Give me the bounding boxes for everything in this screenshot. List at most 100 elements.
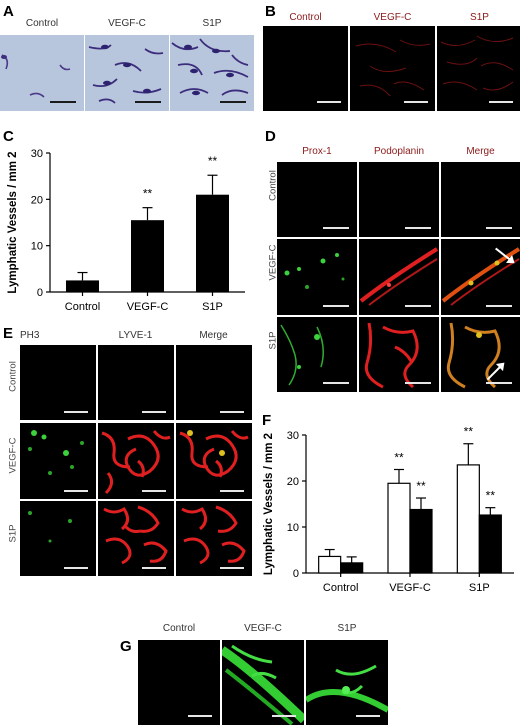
panel-b-signal-vegfc bbox=[355, 39, 431, 97]
significance-label: ** bbox=[464, 425, 474, 439]
panel-e-image-control-merge bbox=[176, 345, 252, 420]
scale-bar bbox=[142, 411, 166, 413]
y-tick-label: 0 bbox=[293, 568, 299, 580]
panel-d-signal-vegfc-podoplanin bbox=[359, 247, 439, 306]
bar bbox=[318, 555, 342, 574]
panel-g-col-vegfc: VEGF-C bbox=[244, 623, 282, 634]
significance-label: ** bbox=[143, 187, 153, 201]
panel-e-signal-vegfc-lyve1 bbox=[101, 430, 171, 495]
panel-d-col-prox1: Prox-1 bbox=[302, 146, 332, 157]
panel-d-signal-vegfc-merge bbox=[441, 247, 520, 306]
panel-a-col-control: Control bbox=[25, 18, 59, 29]
panel-d-image-vegfc-podoplanin bbox=[359, 239, 439, 315]
y-tick-label: 0 bbox=[37, 287, 43, 299]
panel-d-signal-s1p-merge bbox=[446, 322, 501, 389]
panel-g-signal-vegfc bbox=[222, 644, 304, 725]
panel-d-image-vegfc-merge bbox=[441, 239, 520, 315]
panel-e-row-vegfc: VEGF-C bbox=[7, 437, 19, 474]
scale-bar bbox=[405, 382, 431, 384]
x-tick-label: Control bbox=[323, 582, 358, 594]
scale-bar bbox=[323, 305, 349, 307]
panel-e-row-control: Control bbox=[7, 361, 19, 392]
panel-b-image-control bbox=[263, 26, 348, 111]
panel-e-image-s1p-merge bbox=[176, 501, 252, 576]
scale-bar bbox=[486, 305, 512, 307]
y-tick-label: 10 bbox=[31, 241, 43, 253]
panel-g-col-s1p: S1P bbox=[337, 623, 357, 634]
significance-label: ** bbox=[208, 154, 218, 168]
panel-a-col-s1p: S1P bbox=[202, 18, 222, 29]
y-tick-label: 30 bbox=[31, 148, 43, 160]
panel-b-col-control: Control bbox=[289, 12, 322, 23]
scale-bar bbox=[220, 411, 244, 413]
significance-label: ** bbox=[394, 451, 404, 465]
chart-f: 0 10 20 30 Lymphatic Vessels / mm 2 Control **… bbox=[263, 425, 514, 594]
panel-e-col-ph3: PH3 bbox=[20, 330, 40, 341]
scale-bar bbox=[142, 567, 166, 569]
bar bbox=[409, 508, 433, 574]
panel-e-image-control-lyve1 bbox=[98, 345, 174, 420]
panel-b-col-s1p: S1P bbox=[470, 12, 489, 23]
panel-letter-c: C bbox=[3, 128, 14, 145]
scale-bar bbox=[50, 101, 76, 103]
bar bbox=[456, 464, 480, 574]
panel-a-image-s1p bbox=[170, 35, 254, 111]
panel-e-signal-s1p-lyve1 bbox=[103, 505, 168, 565]
panel-a-image-control bbox=[0, 35, 84, 111]
panel-d-signal-s1p-prox1 bbox=[280, 324, 324, 386]
panel-e-signal-s1p-ph3 bbox=[28, 511, 72, 543]
y-tick-label: 30 bbox=[287, 430, 299, 442]
scale-bar bbox=[486, 227, 512, 229]
panel-e-signal-vegfc-merge bbox=[179, 430, 249, 478]
panel-d-image-s1p-merge bbox=[441, 317, 520, 392]
panel-a-image-vegfc bbox=[85, 35, 169, 111]
panel-d-col-podoplanin: Podoplanin bbox=[373, 146, 425, 157]
scale-bar bbox=[317, 101, 341, 103]
panel-e-col-merge: Merge bbox=[199, 330, 228, 341]
scale-bar bbox=[323, 382, 349, 384]
panel-e-image-control-ph3 bbox=[20, 345, 96, 420]
scale-bar bbox=[323, 227, 349, 229]
panel-b-image-vegfc bbox=[350, 26, 435, 111]
scale-bar bbox=[220, 101, 246, 103]
panel-letter-f: F bbox=[262, 412, 272, 429]
panel-b-col-vegfc: VEGF-C bbox=[373, 12, 412, 23]
panel-g-image-vegfc bbox=[222, 640, 304, 725]
panel-d-col-merge: Merge bbox=[466, 146, 495, 157]
panel-d-image-vegfc-prox1 bbox=[277, 239, 357, 315]
panel-d-image-control-podoplanin bbox=[359, 162, 439, 237]
x-tick-label: VEGF-C bbox=[389, 582, 431, 594]
panel-d-image-control-prox1 bbox=[277, 162, 357, 237]
panel-b-image-s1p bbox=[437, 26, 520, 111]
panel-e-col-lyve1: LYVE-1 bbox=[118, 330, 153, 341]
x-tick-label: S1P bbox=[469, 582, 490, 594]
scale-bar bbox=[64, 567, 88, 569]
panel-e-signal-s1p-merge bbox=[181, 505, 246, 565]
scale-bar bbox=[356, 715, 380, 717]
panel-e-image-s1p-lyve1 bbox=[98, 501, 174, 576]
scale-bar bbox=[142, 490, 166, 492]
bar bbox=[196, 194, 229, 292]
scale-bar bbox=[220, 567, 244, 569]
scale-bar bbox=[188, 715, 212, 717]
panel-e-signal-vegfc-ph3 bbox=[28, 430, 84, 475]
panel-d-signal-s1p-podoplanin bbox=[364, 322, 419, 389]
scale-bar bbox=[220, 490, 244, 492]
significance-label: ** bbox=[486, 489, 496, 503]
bar bbox=[478, 514, 502, 574]
panel-d-image-control-merge bbox=[441, 162, 520, 237]
y-tick-label: 20 bbox=[287, 476, 299, 488]
panel-d-signal-vegfc-prox1 bbox=[284, 253, 345, 289]
x-tick-label: Control bbox=[65, 301, 100, 313]
y-tick-label: 10 bbox=[287, 522, 299, 534]
panel-e-image-vegfc-merge bbox=[176, 423, 252, 499]
panel-letter-a: A bbox=[3, 3, 14, 20]
panel-a-cells-control bbox=[1, 54, 71, 98]
scale-bar bbox=[64, 490, 88, 492]
panel-letter-d: D bbox=[265, 128, 276, 145]
y-tick-label: 20 bbox=[31, 194, 43, 206]
panel-a-cells-vegfc bbox=[88, 44, 164, 104]
panel-e-image-vegfc-lyve1 bbox=[98, 423, 174, 499]
scale-bar bbox=[135, 101, 161, 103]
panel-e-image-vegfc-ph3 bbox=[20, 423, 96, 499]
